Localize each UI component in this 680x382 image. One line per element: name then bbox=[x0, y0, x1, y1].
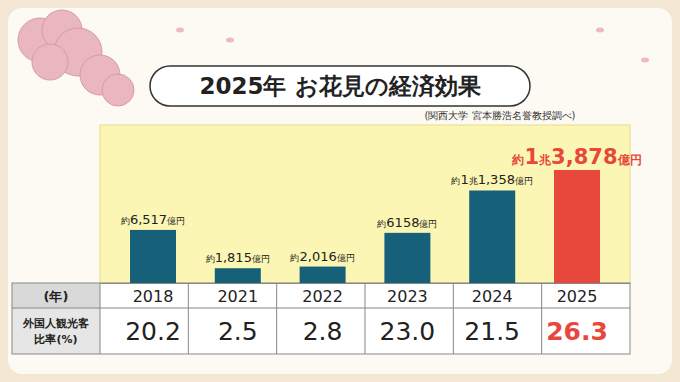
table-rule bbox=[12, 308, 630, 309]
x-tick-label: 2024 bbox=[472, 287, 513, 306]
x-tick: 2022 bbox=[302, 283, 343, 306]
petal bbox=[226, 38, 234, 43]
x-tick-label: 2023 bbox=[387, 287, 428, 306]
x-tick: 2024 bbox=[472, 283, 513, 306]
bar bbox=[554, 170, 600, 283]
data-label: 約6,517億円 bbox=[121, 212, 185, 227]
table-rule bbox=[541, 283, 542, 354]
bar bbox=[130, 230, 176, 283]
table-rule bbox=[453, 283, 454, 354]
table-value: 2.8 bbox=[303, 317, 343, 346]
card bbox=[8, 8, 672, 374]
table-rule bbox=[276, 283, 277, 354]
x-tick: 2021 bbox=[217, 283, 258, 306]
x-tick-label: 2025 bbox=[557, 287, 598, 306]
table-value: 21.5 bbox=[464, 317, 520, 346]
table-rule bbox=[100, 283, 101, 354]
table-value: 20.2 bbox=[125, 317, 181, 346]
decoration bbox=[18, 10, 649, 106]
data-label: 約2,016億円 bbox=[290, 249, 354, 264]
table-border bbox=[12, 283, 630, 354]
table-header-cell bbox=[12, 283, 100, 308]
table-header: (年) bbox=[44, 289, 69, 304]
x-axis: 2018 2021 2022 2023 2024 2025 bbox=[101, 283, 631, 306]
title-box bbox=[150, 66, 530, 106]
data-label: 約1兆3,878億円 bbox=[511, 145, 641, 169]
table-body bbox=[100, 283, 630, 354]
plot-frame bbox=[100, 125, 630, 283]
data-label: 約1,815億円 bbox=[206, 250, 270, 265]
x-tick: 2025 bbox=[557, 283, 598, 306]
petal bbox=[176, 28, 184, 33]
background bbox=[0, 0, 680, 382]
bar bbox=[215, 268, 261, 283]
table-rule bbox=[188, 283, 189, 354]
table-value: 2.5 bbox=[218, 317, 258, 346]
subtitle: (関西大学 宮本勝浩名誉教授調べ) bbox=[425, 110, 576, 121]
blossom bbox=[102, 74, 134, 106]
table-value: 23.0 bbox=[380, 317, 436, 346]
table-label-cell bbox=[12, 308, 100, 354]
x-tick: 2018 bbox=[133, 283, 174, 306]
table: (年) 外国人観光客比率(%) 20.2 2.5 2.8 23.0 21.5 26.3 bbox=[12, 283, 630, 354]
bars bbox=[130, 170, 600, 283]
x-tick-label: 2018 bbox=[133, 287, 174, 306]
x-axis-line bbox=[101, 283, 631, 284]
x-tick-label: 2022 bbox=[302, 287, 343, 306]
petal bbox=[641, 58, 649, 63]
chart-svg: 2025年 お花見の経済効果 (関西大学 宮本勝浩名誉教授調べ) (年) 外国人観光客… bbox=[0, 0, 680, 382]
x-tick-label: 2021 bbox=[217, 287, 258, 306]
table-value: 26.3 bbox=[546, 317, 608, 346]
blossom bbox=[32, 44, 68, 80]
bar bbox=[384, 233, 430, 283]
table-row-label: 外国人観光客 bbox=[22, 317, 89, 330]
data-labels: 約6,517億円約1,815億円 約2,016億円 約6158億円 約1兆1,358億… bbox=[121, 145, 642, 265]
table-row-label: 比率(%) bbox=[34, 333, 77, 346]
bar bbox=[469, 190, 515, 283]
petal bbox=[596, 28, 604, 33]
bar bbox=[300, 267, 346, 283]
table-rule bbox=[365, 283, 366, 354]
title: 2025年 お花見の経済効果 bbox=[199, 73, 480, 99]
data-label: 約1兆1,358億円 bbox=[451, 172, 533, 187]
x-tick: 2023 bbox=[387, 283, 428, 306]
data-label: 約6158億円 bbox=[377, 215, 437, 230]
